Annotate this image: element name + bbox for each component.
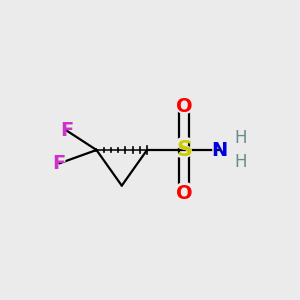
Text: O: O — [176, 184, 193, 202]
Text: F: F — [58, 119, 75, 143]
Text: S: S — [176, 140, 192, 160]
Text: S: S — [174, 136, 194, 164]
Text: F: F — [60, 121, 74, 140]
Text: O: O — [176, 98, 193, 116]
Text: O: O — [174, 95, 195, 119]
Text: H: H — [234, 153, 247, 171]
Text: O: O — [174, 181, 195, 205]
Text: H: H — [234, 129, 247, 147]
Text: N: N — [209, 138, 230, 162]
Text: N: N — [212, 140, 228, 160]
Text: F: F — [51, 152, 68, 176]
Text: F: F — [53, 154, 66, 173]
